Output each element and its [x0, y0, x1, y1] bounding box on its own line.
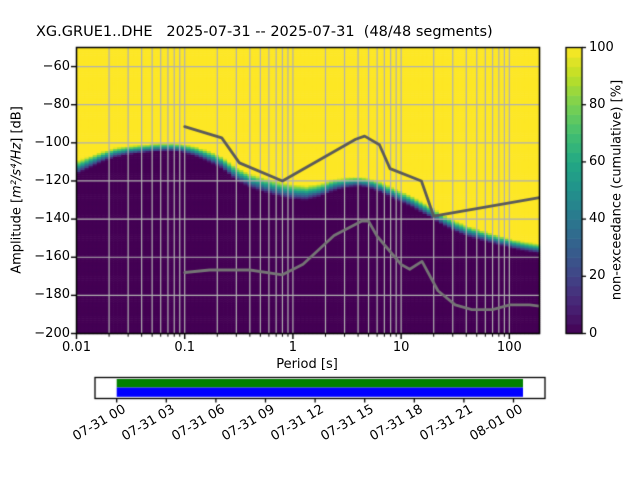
colorbar-tick-label: 60	[589, 153, 606, 169]
y-tick-label: −100	[34, 134, 70, 150]
colorbar-tick-label: 100	[589, 39, 614, 55]
x-tick-label: 1	[288, 340, 298, 355]
colorbar-tick-label: 20	[589, 268, 606, 284]
y-tick-label: −80	[42, 96, 70, 112]
plot-title: XG.GRUE1..DHE 2025-07-31 -- 2025-07-31 (…	[36, 24, 493, 40]
colorbar-label: non-exceedance (cumulative) [%]	[609, 79, 625, 301]
x-tick-label: 10	[392, 340, 410, 355]
x-tick-label: 100	[496, 340, 522, 355]
colorbar-tick-label: 0	[589, 325, 598, 341]
x-axis-label: Period [s]	[276, 357, 338, 372]
y-tick-label: −160	[34, 249, 70, 265]
x-tick-label: 0.1	[174, 340, 196, 355]
y-tick-label: −140	[34, 211, 70, 227]
y-tick-label: −200	[34, 325, 70, 341]
y-tick-label: −60	[42, 58, 70, 74]
colorbar-tick-label: 40	[589, 211, 606, 227]
y-axis-label-math: m²/s⁴/Hz	[9, 142, 25, 198]
colorbar-tick-label: 80	[589, 96, 606, 112]
y-tick-label: −180	[34, 287, 70, 303]
x-tick-label: 0.01	[62, 340, 91, 355]
y-tick-label: −120	[34, 172, 70, 188]
